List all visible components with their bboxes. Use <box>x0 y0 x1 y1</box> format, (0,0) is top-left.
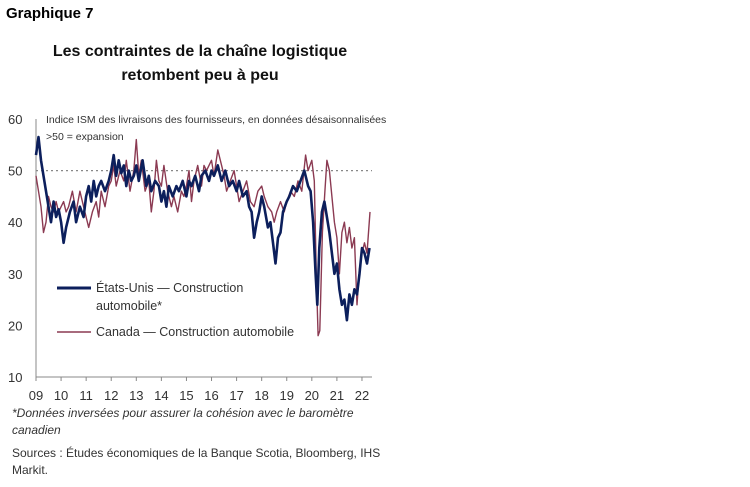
x-tick-label: 16 <box>204 388 218 403</box>
chart-title-line2: retombent peu à peu <box>121 67 279 84</box>
legend-label-canada: Canada — Construction automobile <box>96 325 294 339</box>
y-tick-label: 40 <box>8 215 22 230</box>
x-tick-label: 11 <box>79 388 93 403</box>
sources-note: Sources : Études économiques de la Banqu… <box>12 446 381 477</box>
x-tick-label: 18 <box>254 388 268 403</box>
x-tick-label: 12 <box>104 388 118 403</box>
x-axis-tick-marks <box>35 377 363 381</box>
series-line-us <box>34 135 371 322</box>
x-tick-label: 19 <box>280 388 294 403</box>
x-tick-label: 13 <box>129 388 143 403</box>
graph-label: Graphique 7 <box>6 5 94 22</box>
x-tick-label: 15 <box>179 388 193 403</box>
x-tick-label: 20 <box>305 388 319 403</box>
legend-label-us-line1: États-Unis — Construction <box>96 280 243 295</box>
y-axis-tick-labels: 10 20 30 40 50 60 <box>8 112 22 385</box>
legend: États-Unis — Construction automobile* Ca… <box>57 280 294 339</box>
x-tick-label: 21 <box>330 388 344 403</box>
y-tick-label: 10 <box>8 370 22 385</box>
line-chart: 10 20 30 40 50 60 09 10 11 12 13 14 15 16 17 18 19 20 21 2… <box>8 112 386 403</box>
x-tick-label: 10 <box>54 388 68 403</box>
y-tick-label: 50 <box>8 164 22 179</box>
chart-subtitle-line2: >50 = expansion <box>46 131 124 143</box>
footnote-inverted-data: *Données inversées pour assurer la cohés… <box>12 406 354 437</box>
y-tick-label: 30 <box>8 267 22 282</box>
y-tick-label: 20 <box>8 318 22 333</box>
x-axis-tick-labels: 09 10 11 12 13 14 15 16 17 18 19 20 21 22 <box>29 388 369 403</box>
x-tick-label: 22 <box>355 388 369 403</box>
x-tick-label: 14 <box>154 388 168 403</box>
x-tick-label: 09 <box>29 388 43 403</box>
y-tick-label: 60 <box>8 112 22 127</box>
legend-label-us-line2: automobile* <box>96 299 162 313</box>
x-tick-label: 17 <box>229 388 243 403</box>
chart-title-line1: Les contraintes de la chaîne logistique <box>52 43 348 60</box>
chart-subtitle-line1: Indice ISM des livraisons des fournisseu… <box>46 114 386 126</box>
